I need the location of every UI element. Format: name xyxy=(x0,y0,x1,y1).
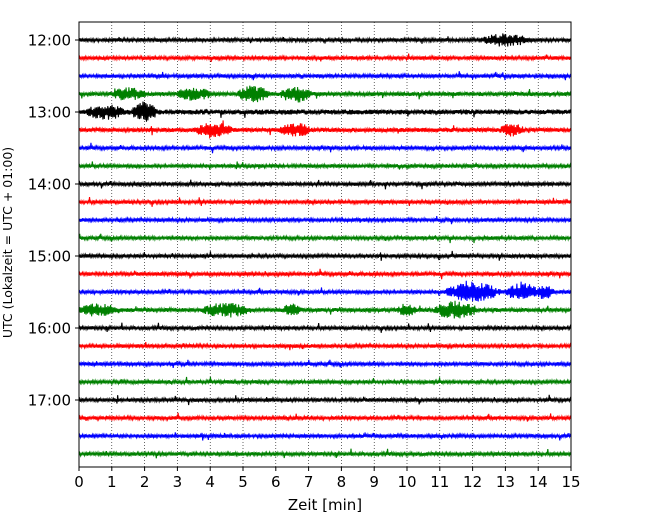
trace-line xyxy=(78,322,572,333)
trace-line xyxy=(78,359,572,368)
y-tick-label: 16:00 xyxy=(28,320,71,338)
trace-line xyxy=(78,394,572,406)
x-tick-label: 12 xyxy=(463,473,482,491)
x-tick-label: 1 xyxy=(107,473,117,491)
x-tick-label: 8 xyxy=(337,473,347,491)
x-tick-label: 9 xyxy=(369,473,379,491)
trace-line xyxy=(78,216,572,225)
trace-line xyxy=(78,280,572,302)
trace-line xyxy=(78,250,572,261)
y-tick-label: 15:00 xyxy=(28,248,71,266)
y-tick-label: 14:00 xyxy=(28,176,71,194)
x-tick-label: 2 xyxy=(140,473,150,491)
trace-line xyxy=(78,432,572,441)
x-tick-label: 0 xyxy=(74,473,84,491)
x-tick-label: 14 xyxy=(529,473,548,491)
x-axis-label: Zeit [min] xyxy=(288,496,362,514)
trace-line xyxy=(78,412,572,422)
trace-line xyxy=(78,142,572,154)
y-tick-label: 17:00 xyxy=(28,392,71,410)
trace-line xyxy=(78,53,572,62)
y-axis-label: UTC (Lokalzeit = UTC + 01:00) xyxy=(0,147,15,338)
trace-line xyxy=(78,268,572,280)
trace-line xyxy=(78,71,572,81)
x-tick-label: 10 xyxy=(397,473,416,491)
x-tick-label: 6 xyxy=(271,473,281,491)
trace-line xyxy=(78,300,572,319)
trace-line xyxy=(78,233,572,244)
x-tick-label: 5 xyxy=(238,473,248,491)
x-tick-label: 7 xyxy=(304,473,314,491)
plot-frame xyxy=(78,21,572,468)
x-tick-label: 13 xyxy=(496,473,515,491)
trace-line xyxy=(78,448,572,459)
y-tick-label: 12:00 xyxy=(28,32,71,50)
trace-lines xyxy=(78,33,572,459)
trace-line xyxy=(78,161,572,170)
y-tick-label: 13:00 xyxy=(28,104,71,122)
trace-line xyxy=(78,120,572,139)
trace-line xyxy=(78,341,572,351)
x-tick-label: 4 xyxy=(205,473,215,491)
trace-line xyxy=(78,85,572,103)
vertical-grid xyxy=(111,22,539,467)
y-axis-ticks: 12:00 13:00 14:00 15:00 16:00 17:00 xyxy=(28,32,79,410)
x-tick-label: 3 xyxy=(173,473,183,491)
trace-line xyxy=(78,33,572,47)
x-tick-label: 11 xyxy=(430,473,449,491)
trace-line xyxy=(78,376,572,386)
x-axis-ticks: 0 1 2 3 4 5 6 7 8 9 10 11 12 13 14 15 xyxy=(74,467,581,491)
trace-line xyxy=(78,179,572,190)
x-tick-label: 15 xyxy=(561,473,580,491)
trace-line xyxy=(78,101,572,122)
trace-line xyxy=(78,197,572,207)
